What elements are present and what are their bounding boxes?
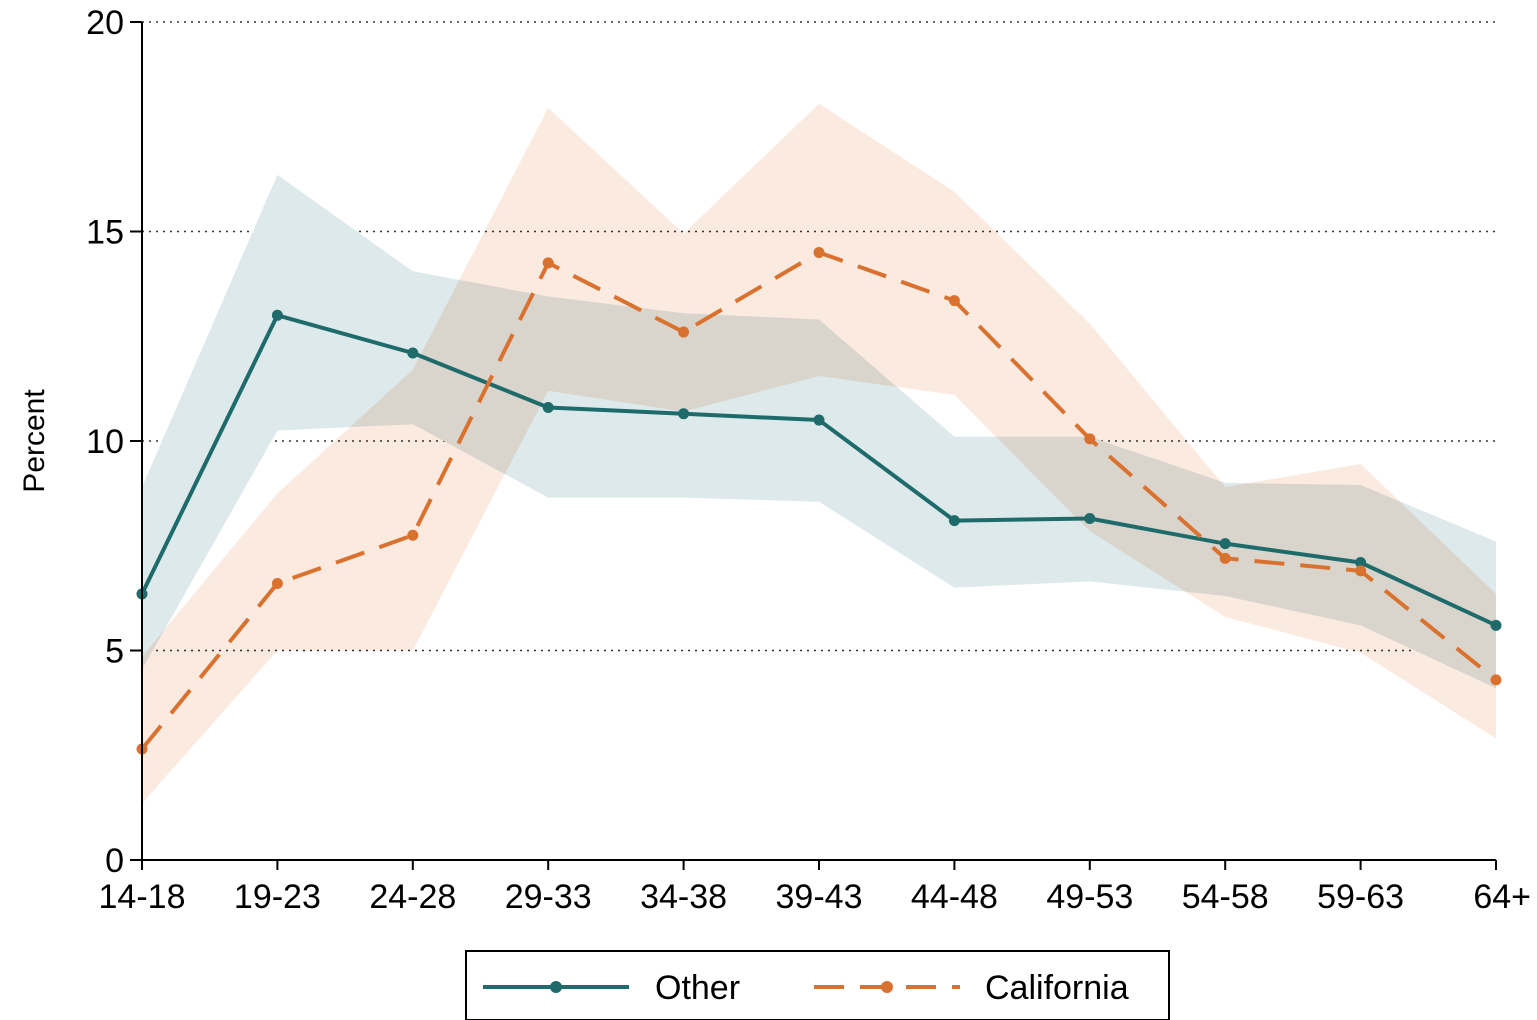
point-california-19-23 <box>271 577 283 589</box>
x-tick-label-24-28: 24-28 <box>369 878 456 916</box>
y-axis-title: Percent <box>18 389 51 493</box>
y-tick-label-0: 0 <box>105 842 124 880</box>
legend: Other California <box>465 950 1170 1020</box>
x-tick-label-59-63: 59-63 <box>1317 878 1404 916</box>
legend-item-california: California <box>814 969 1129 1007</box>
point-other-34-38 <box>678 408 690 420</box>
legend-marker-california <box>881 981 893 993</box>
series-points <box>136 246 1502 755</box>
point-other-59-63 <box>1355 557 1367 569</box>
x-tick-label-39-43: 39-43 <box>776 878 863 916</box>
x-tick-label-49-53: 49-53 <box>1046 878 1133 916</box>
point-other-29-33 <box>542 401 554 413</box>
point-other-39-43 <box>813 414 825 426</box>
x-tick-label-64+: 64+ <box>1473 878 1531 916</box>
point-california-39-43 <box>813 246 825 258</box>
point-other-64+ <box>1490 619 1502 631</box>
y-tick-label-5: 5 <box>105 633 124 671</box>
y-tick-label-15: 15 <box>86 214 124 252</box>
legend-label-california: California <box>985 969 1129 1007</box>
point-california-44-48 <box>948 295 960 307</box>
point-california-59-63 <box>1355 565 1367 577</box>
x-tick-label-14-18: 14-18 <box>99 878 186 916</box>
point-california-24-28 <box>407 529 419 541</box>
point-california-64+ <box>1490 674 1502 686</box>
point-california-54-58 <box>1219 552 1231 564</box>
point-california-34-38 <box>678 326 690 338</box>
legend-label-other: Other <box>655 969 740 1007</box>
legend-item-other: Other <box>483 969 740 1007</box>
legend-marker-other <box>550 981 562 993</box>
x-tick-label-19-23: 19-23 <box>234 878 321 916</box>
confidence-bands <box>142 103 1496 804</box>
x-tick-label-29-33: 29-33 <box>505 878 592 916</box>
y-axis-ticks: 0 5 10 15 20 <box>86 4 142 880</box>
ci-band-california <box>142 103 1496 804</box>
y-tick-label-10: 10 <box>86 423 124 461</box>
point-other-19-23 <box>271 309 283 321</box>
point-other-49-53 <box>1084 513 1096 525</box>
point-other-24-28 <box>407 347 419 359</box>
x-tick-label-54-58: 54-58 <box>1182 878 1269 916</box>
y-tick-label-20: 20 <box>86 4 124 42</box>
point-other-54-58 <box>1219 538 1231 550</box>
x-tick-label-44-48: 44-48 <box>911 878 998 916</box>
point-other-44-48 <box>948 515 960 527</box>
point-california-29-33 <box>542 257 554 269</box>
x-tick-label-34-38: 34-38 <box>640 878 727 916</box>
point-california-49-53 <box>1084 433 1096 445</box>
x-axis-ticks: 14-18 19-23 24-28 29-33 34-38 39-43 44-48 49-53… <box>99 860 1531 916</box>
